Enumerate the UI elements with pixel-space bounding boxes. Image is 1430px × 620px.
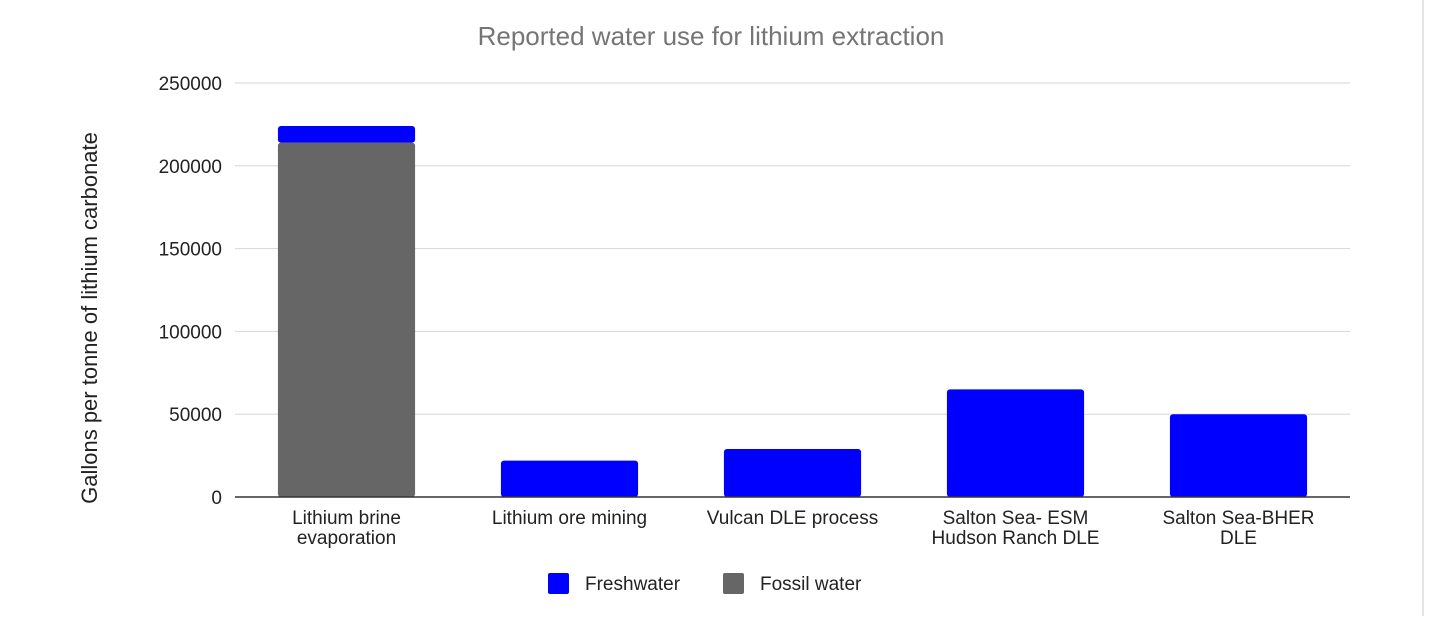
legend-item-freshwater[interactable]: Freshwater	[548, 573, 681, 595]
x-category-label: Salton Sea- ESM Hudson Ranch DLE	[932, 508, 1100, 549]
legend-label: Fossil water	[760, 574, 862, 595]
legend-label: Freshwater	[585, 574, 681, 595]
bar-freshwater[interactable]	[946, 389, 1085, 497]
x-category-label: Salton Sea-BHER DLE	[1162, 508, 1314, 549]
legend-swatch	[548, 573, 569, 594]
chart-title: Reported water use for lithium extractio…	[478, 21, 945, 51]
bar-freshwater[interactable]	[723, 448, 862, 497]
y-tick-label: 200000	[159, 157, 222, 178]
x-category-label: Lithium ore mining	[492, 508, 647, 529]
bar-fossil-water[interactable]	[277, 142, 416, 497]
bar-freshwater[interactable]	[277, 126, 416, 143]
bars	[235, 126, 1350, 498]
bar-freshwater[interactable]	[1169, 414, 1308, 497]
panel-edge	[1422, 0, 1424, 616]
y-axis-title: Gallons per tonne of lithium carbonate	[77, 132, 102, 504]
y-tick-label: 150000	[159, 240, 222, 261]
y-tick-label: 0	[211, 488, 222, 509]
x-category-labels: Lithium brine evaporation Lithium ore mini…	[292, 508, 1314, 549]
y-tick-label: 100000	[159, 322, 222, 343]
legend-item-fossil-water[interactable]: Fossil water	[723, 573, 862, 595]
bar-freshwater[interactable]	[500, 460, 639, 497]
x-category-label: Lithium brine evaporation	[292, 508, 401, 549]
y-tick-labels: 0 50000 100000 150000 200000 250000	[159, 74, 222, 509]
gridlines	[235, 82, 1350, 415]
x-category-label: Vulcan DLE process	[707, 508, 878, 529]
legend-swatch	[723, 573, 744, 594]
y-tick-label: 250000	[159, 74, 222, 95]
y-tick-label: 50000	[169, 405, 222, 426]
legend[interactable]: Freshwater Fossil water	[548, 573, 862, 595]
